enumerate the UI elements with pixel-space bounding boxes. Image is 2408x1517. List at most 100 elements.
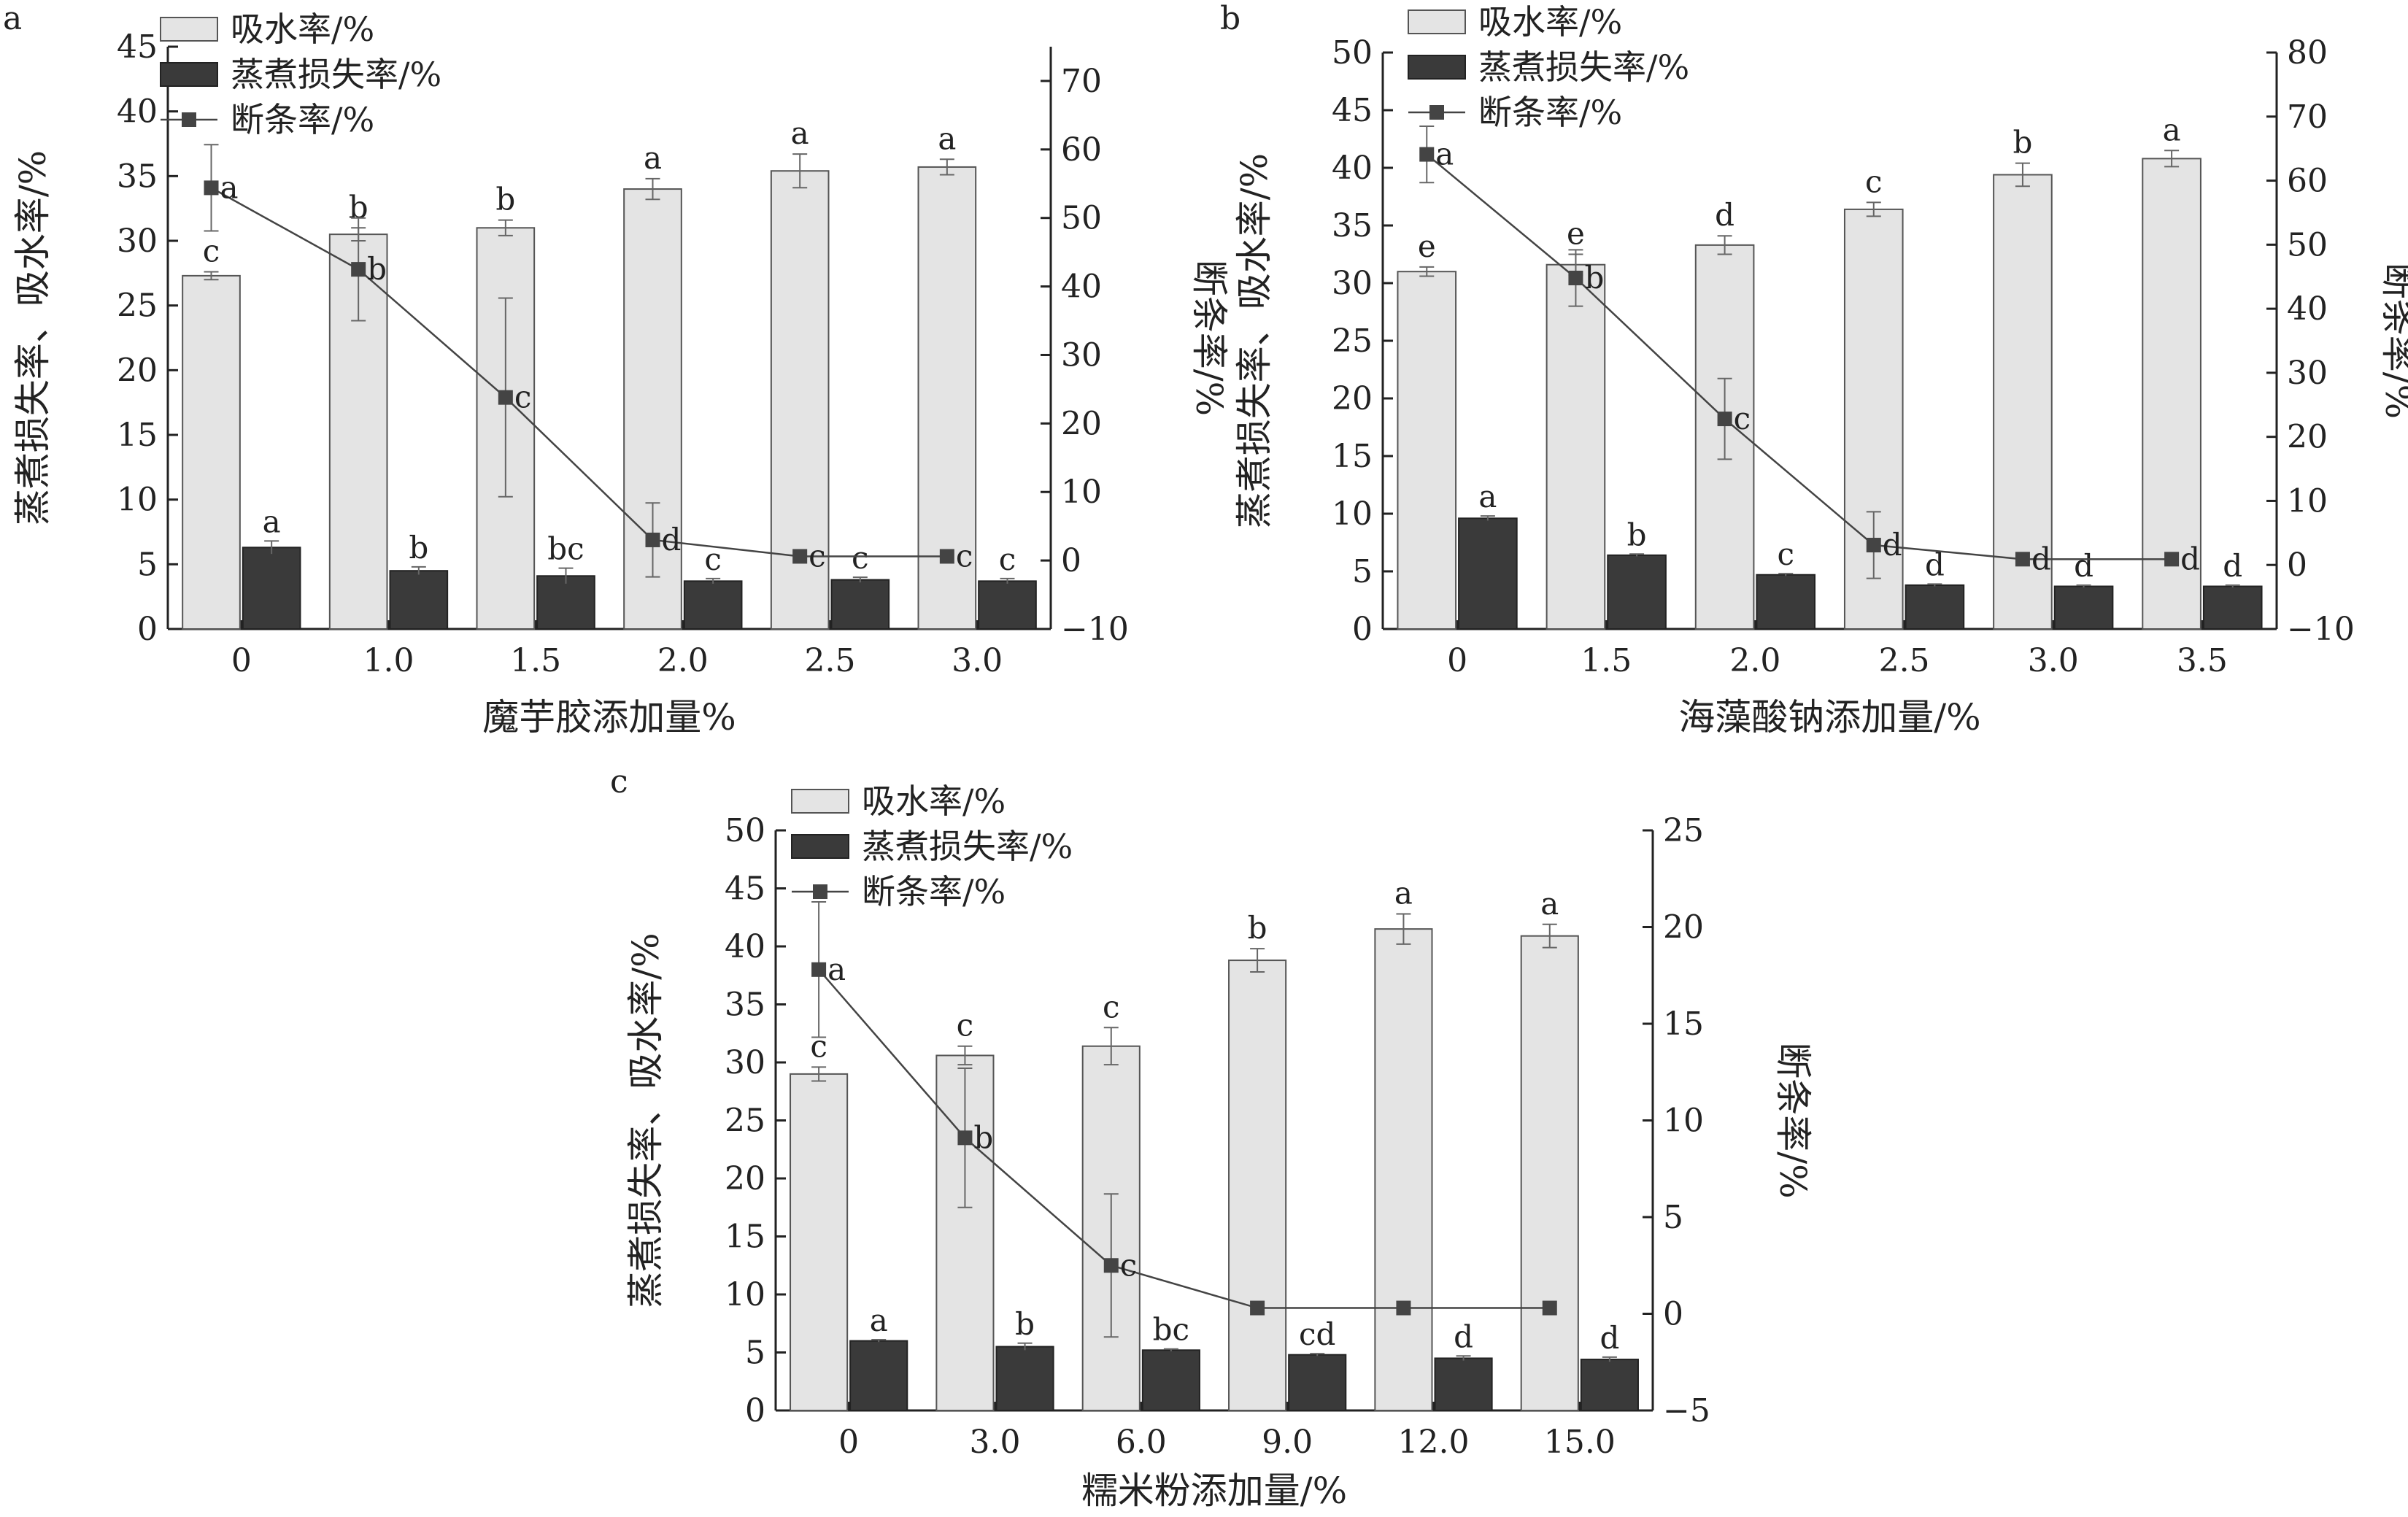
right-tick-label: −10 (2287, 611, 2355, 648)
significance-letter: c (809, 538, 826, 574)
right-axis-title: 断条率/% (2377, 263, 2408, 419)
right-tick-label: 10 (2287, 482, 2328, 520)
significance-letter: b (409, 530, 428, 566)
legend-swatch-water (791, 789, 849, 814)
right-tick-label: 70 (2287, 99, 2328, 136)
left-tick-label: 40 (1332, 150, 1373, 187)
legend-swatch-water (160, 17, 218, 42)
breakage-point (1250, 1300, 1265, 1316)
significance-letter: d (2031, 541, 2051, 576)
panel-label: a (3, 0, 22, 37)
bar-water-absorption (182, 274, 241, 630)
legend-swatch-loss (160, 62, 218, 87)
panel-label: c (610, 763, 628, 800)
x-tick-label: 0 (231, 642, 252, 679)
legend-label: 断条率/% (1478, 93, 1622, 132)
legend: 吸水率/% 蒸煮损失率/% 断条率/% (1408, 2, 1689, 132)
left-tick-label: 15 (1332, 438, 1373, 475)
left-axis-title: 蒸煮损失率、吸水率/% (1233, 153, 1276, 528)
significance-letter: a (263, 503, 281, 539)
breakage-point (1542, 1300, 1557, 1316)
left-tick-label: 50 (1332, 34, 1373, 72)
panel-c: c 0 5 10 15 20 25 30 35 40 45 50 −5 0 5 10 15 20 25 0 3.0 6.0… (610, 763, 1814, 1512)
breakage-point (811, 962, 827, 977)
legend: 吸水率/% 蒸煮损失率/% 断条率/% (791, 781, 1073, 911)
bar-cooking-loss (1458, 517, 1518, 630)
right-tick-label: 0 (1061, 542, 1081, 579)
right-tick-label: 0 (2287, 547, 2307, 584)
bar-cooking-loss (1607, 554, 1667, 630)
significance-letter: a (938, 120, 956, 156)
x-axis-title: 糯米粉添加量/% (1081, 1470, 1347, 1512)
left-tick-label: 10 (1332, 495, 1373, 533)
right-tick-label: 5 (1663, 1199, 1683, 1236)
significance-letter: a (1478, 479, 1497, 514)
significance-letter: c (1777, 536, 1794, 572)
significance-letter: c (203, 233, 220, 269)
significance-letter: c (1734, 401, 1751, 436)
breakage-point (498, 390, 513, 405)
left-tick-label: 20 (117, 352, 158, 389)
left-tick-label: 5 (1352, 553, 1373, 590)
x-axis-title: 海藻酸钠添加量/% (1678, 696, 1980, 738)
significance-letter: a (1540, 886, 1559, 922)
x-tick-label: 15.0 (1544, 1424, 1616, 1461)
bar-water-absorption (1397, 271, 1457, 630)
left-tick-label: 10 (725, 1276, 765, 1313)
left-tick-label: 20 (725, 1160, 765, 1197)
bar-cooking-loss (389, 570, 449, 630)
bar-cooking-loss (995, 1346, 1054, 1412)
bar-cooking-loss (1756, 574, 1816, 630)
bar-water-absorption (1374, 928, 1433, 1411)
right-tick-label: 20 (2287, 419, 2328, 456)
left-tick-label: 35 (1332, 207, 1373, 244)
breakage-point (645, 532, 660, 547)
significance-letter: c (514, 379, 532, 415)
x-tick-label: 3.0 (952, 642, 1003, 679)
x-tick-label: 2.5 (805, 642, 856, 679)
right-tick-label: 50 (2287, 226, 2328, 263)
left-tick-label: 45 (1332, 92, 1373, 129)
significance-letter: a (644, 140, 662, 176)
x-axis-title: 魔芋胶添加量% (482, 696, 736, 738)
breakage-point (1103, 1258, 1119, 1273)
left-tick-label: 30 (725, 1044, 765, 1081)
legend-swatch-water (1408, 9, 1466, 34)
left-tick-label: 45 (725, 871, 765, 908)
significance-letter: a (1394, 875, 1413, 911)
right-tick-label: 0 (1663, 1296, 1683, 1333)
breakage-point (1717, 412, 1732, 427)
right-tick-label: 60 (2287, 163, 2328, 200)
left-tick-label: 40 (117, 93, 158, 131)
bar-water-absorption (1520, 935, 1579, 1411)
right-tick-label: 80 (2287, 34, 2328, 72)
legend: 吸水率/% 蒸煮损失率/% 断条率/% (160, 9, 441, 139)
legend-swatch-loss (1408, 55, 1466, 80)
left-axis-title: 蒸煮损失率、吸水率/% (12, 150, 54, 525)
significance-letter: e (1567, 216, 1585, 252)
x-tick-label: 0 (838, 1424, 859, 1461)
significance-letter: c (956, 538, 973, 574)
significance-letter: d (2180, 541, 2200, 576)
breakage-point (2015, 552, 2030, 567)
right-tick-label: 60 (1061, 131, 1102, 169)
right-tick-label: 50 (1061, 200, 1102, 237)
right-axis-title: 断条率/% (1188, 260, 1230, 416)
left-tick-label: 0 (137, 611, 158, 648)
significance-letter: b (1627, 517, 1647, 552)
breakage-point (957, 1130, 973, 1146)
panel-a: a 0 5 10 15 20 25 30 35 40 45 −10 0 10 20 30 40 50 60 70 0 1.… (3, 0, 1230, 738)
right-tick-label: 30 (1061, 336, 1102, 374)
significance-letter: b (1248, 910, 1267, 946)
x-tick-label: 6.0 (1116, 1424, 1167, 1461)
legend-swatch-marker (813, 884, 827, 899)
significance-letter: bc (1153, 1312, 1189, 1348)
left-axis-title: 蒸煮损失率、吸水率/% (625, 933, 667, 1308)
legend-label: 断条率/% (231, 100, 374, 139)
significance-letter: b (495, 182, 515, 217)
breakage-point (1866, 538, 1881, 553)
significance-letter: c (1103, 989, 1120, 1024)
breakage-point (1568, 270, 1583, 285)
x-tick-label: 3.0 (970, 1424, 1021, 1461)
